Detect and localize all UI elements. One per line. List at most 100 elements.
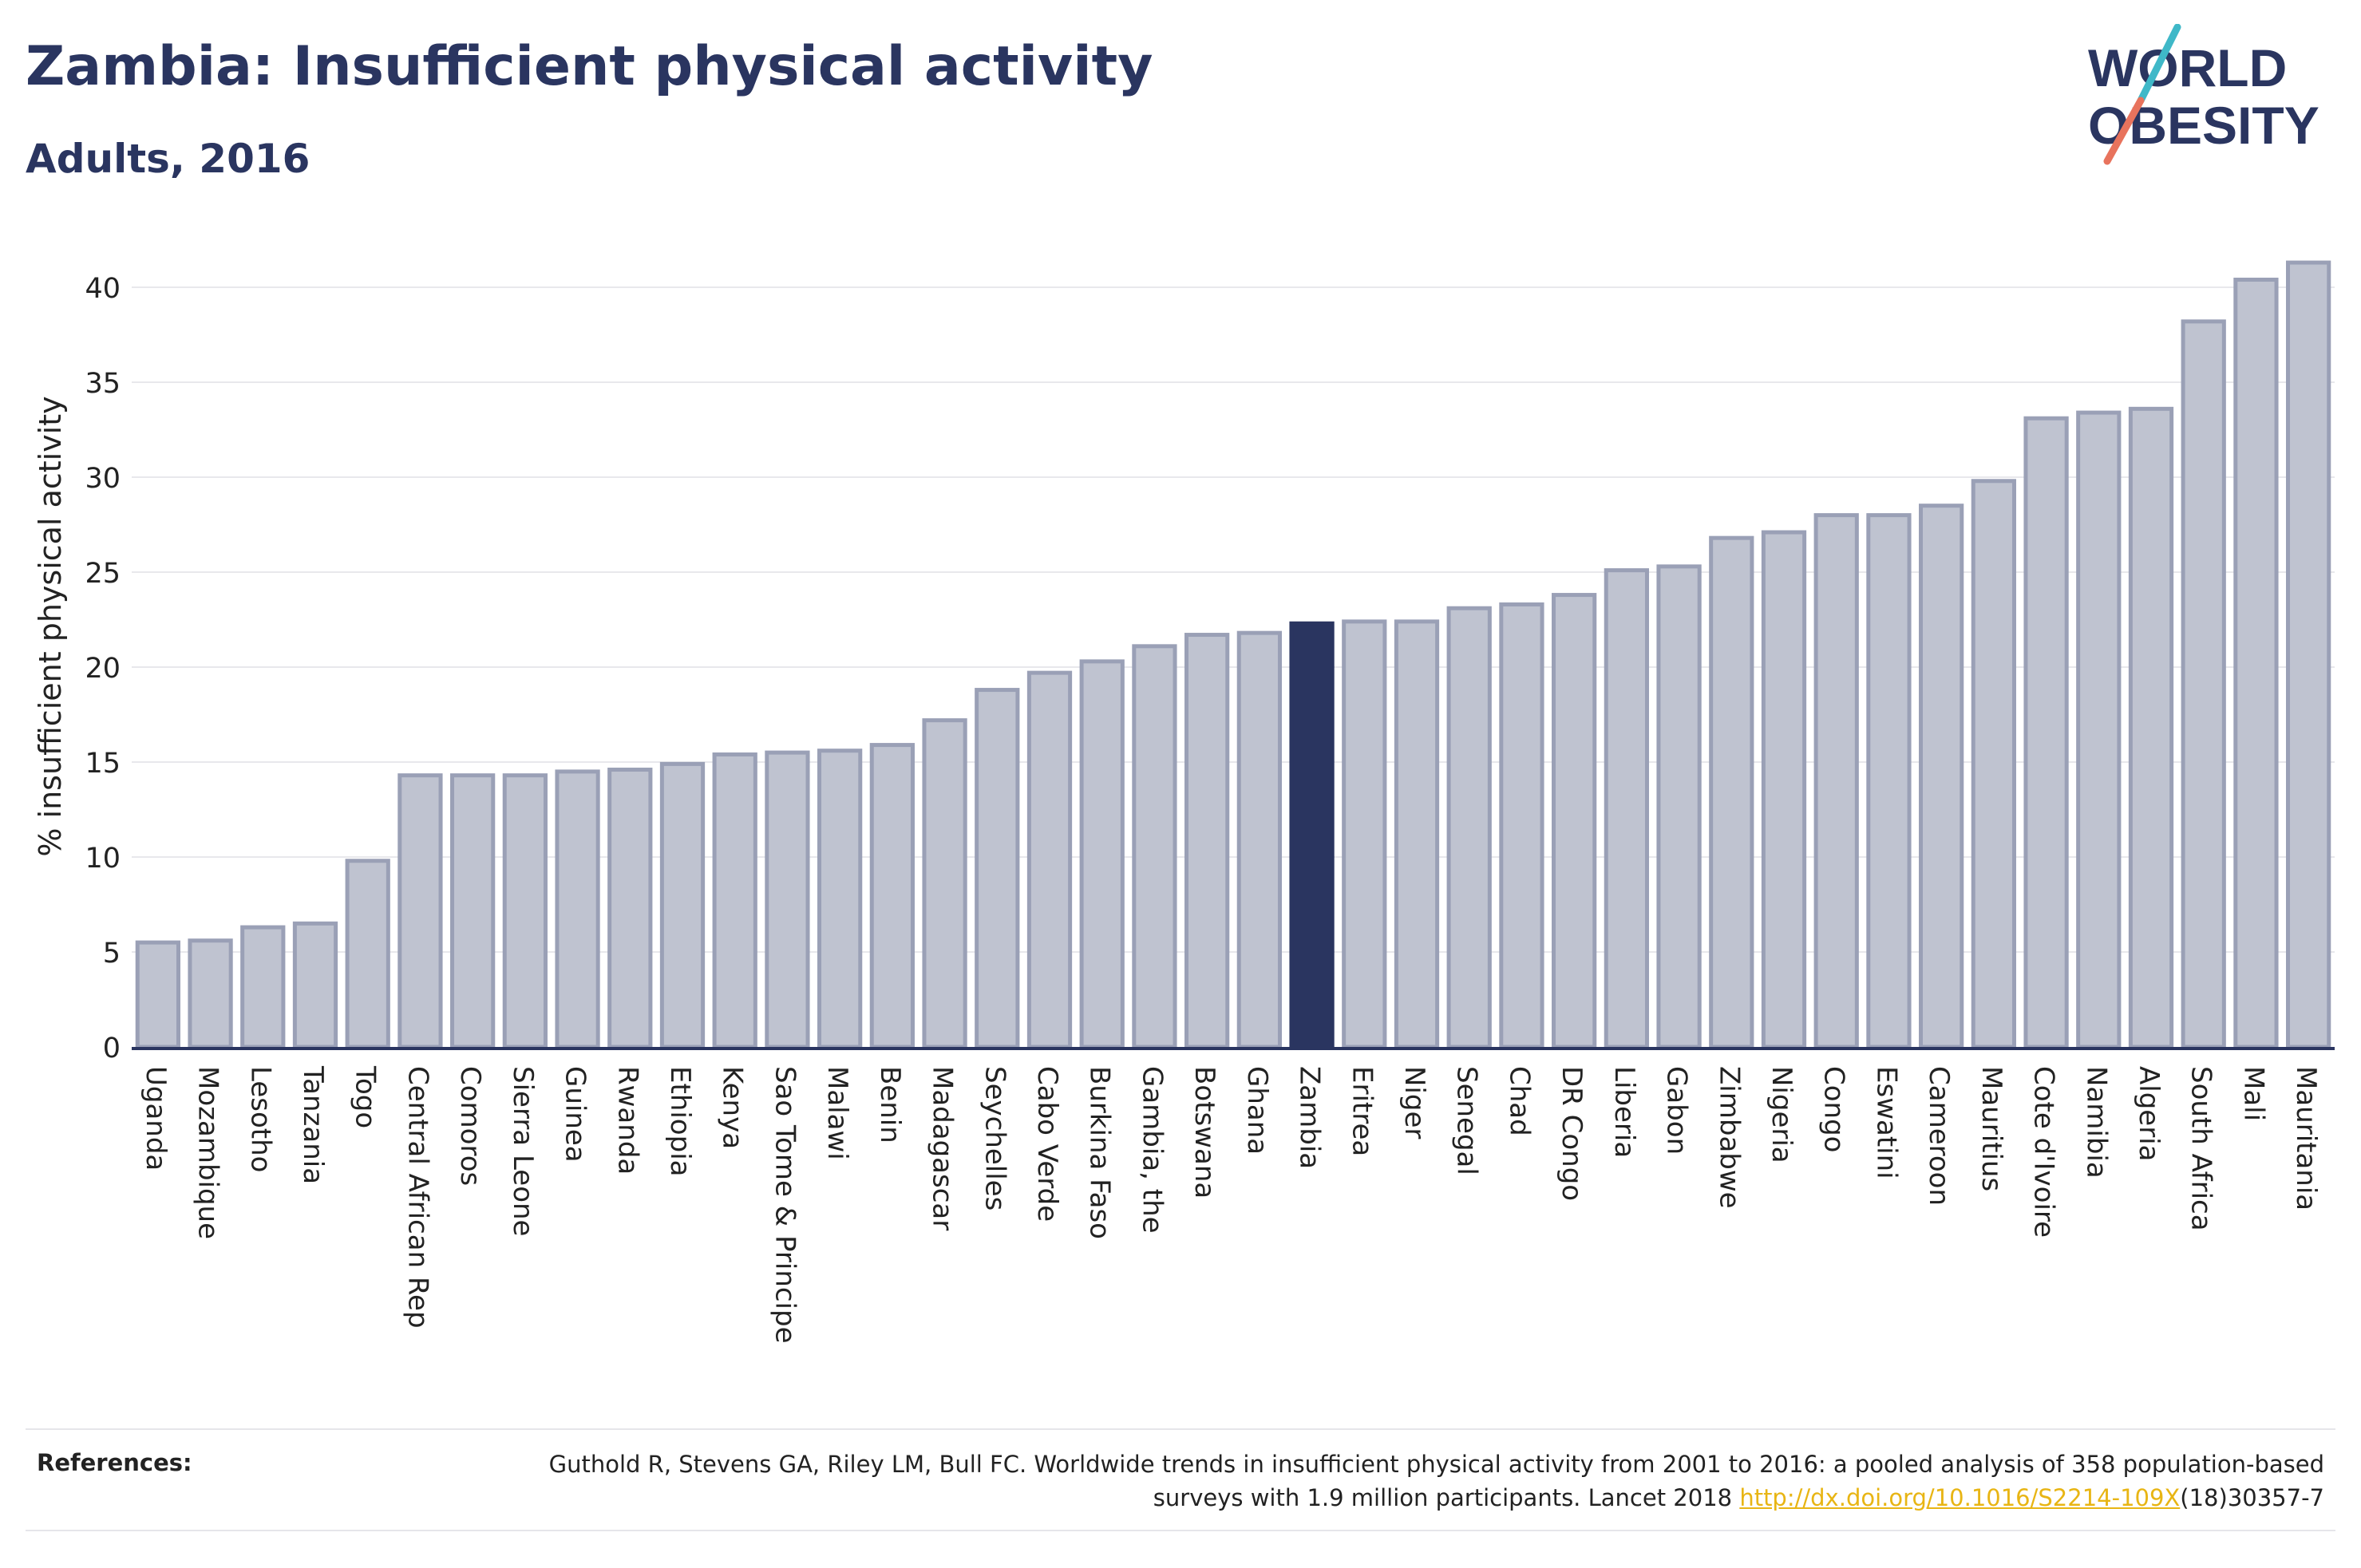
bar-dr-congo — [1552, 593, 1597, 1049]
y-axis-ticks: 0 5 10 15 20 25 30 35 40 — [85, 273, 121, 1064]
x-tick-label: Benin — [874, 1066, 906, 1143]
bar-chad — [1499, 602, 1544, 1049]
x-tick-label: Sao Tome & Principe — [769, 1066, 801, 1344]
x-tick-label: Namibia — [2080, 1066, 2112, 1179]
bar-uganda — [135, 940, 180, 1049]
y-tick-label: 10 — [85, 843, 121, 875]
x-tick-label: Cote d'Ivoire — [2028, 1066, 2060, 1238]
bar-benin — [869, 743, 915, 1049]
bar-mauritius — [1971, 479, 2016, 1049]
bar-senegal — [1446, 606, 1492, 1049]
bar-gabon — [1656, 564, 1702, 1049]
y-tick-label: 20 — [85, 653, 121, 685]
bar-botswana — [1184, 633, 1230, 1049]
bar-seychelles — [975, 688, 1020, 1049]
bar-mauritania — [2286, 260, 2331, 1049]
bar-cameroon — [1919, 504, 1964, 1049]
bar-malawi — [817, 748, 863, 1049]
bar-namibia — [2076, 410, 2122, 1049]
y-tick-label: 0 — [103, 1033, 121, 1064]
x-tick-label: Congo — [1818, 1066, 1850, 1152]
y-tick-label: 40 — [85, 273, 121, 305]
x-tick-label: Nigeria — [1766, 1066, 1797, 1163]
bar-madagascar — [922, 718, 967, 1049]
y-tick-label: 35 — [85, 368, 121, 400]
bar-ghana — [1236, 630, 1282, 1049]
references-label: References: — [37, 1449, 192, 1476]
x-tick-label: Eritrea — [1346, 1066, 1378, 1156]
bars — [135, 260, 2331, 1049]
x-tick-label: Mauritania — [2290, 1066, 2322, 1211]
x-tick-label: Cameroon — [1923, 1066, 1955, 1206]
y-tick-label: 5 — [103, 938, 121, 970]
bar-comoros — [450, 773, 496, 1049]
x-tick-label: Chad — [1503, 1066, 1535, 1136]
logo-line1: WORLD — [2088, 38, 2287, 97]
bar-guinea — [555, 769, 600, 1049]
bar-eritrea — [1342, 619, 1387, 1049]
x-tick-label: Uganda — [140, 1066, 172, 1171]
x-tick-label: Togo — [350, 1065, 382, 1128]
x-tick-label: Zimbabwe — [1713, 1066, 1745, 1209]
x-tick-label: DR Congo — [1556, 1066, 1588, 1201]
bar-cote-d-ivoire — [2023, 416, 2069, 1049]
x-tick-label: Comoros — [454, 1066, 486, 1186]
x-tick-label: Sierra Leone — [507, 1066, 539, 1236]
bar-sierra-leone — [502, 773, 548, 1049]
x-tick-label: Seychelles — [979, 1066, 1010, 1211]
bar-south-africa — [2181, 319, 2226, 1049]
bar-eswatini — [1866, 513, 1912, 1049]
bar-tanzania — [292, 921, 338, 1049]
page-subtitle: Adults, 2016 — [26, 136, 310, 182]
bar-zimbabwe — [1709, 535, 1754, 1049]
bar-ethiopia — [659, 761, 706, 1049]
y-axis-label: % insufficient physical activity — [33, 396, 68, 856]
bar-mozambique — [188, 938, 233, 1049]
references-text: Guthold R, Stevens GA, Riley LM, Bull FC… — [528, 1448, 2324, 1515]
y-tick-label: 30 — [85, 463, 121, 495]
y-tick-label: 25 — [85, 558, 121, 590]
x-tick-label: Botswana — [1188, 1066, 1220, 1199]
bar-mali — [2233, 277, 2279, 1049]
bar-lesotho — [240, 925, 286, 1049]
bar-burkina-faso — [1079, 659, 1125, 1049]
logo-slash-bottom — [2103, 97, 2145, 165]
x-tick-label: Liberia — [1608, 1066, 1640, 1158]
bar-central-african-rep — [397, 773, 443, 1049]
bar-congo — [1813, 513, 1859, 1049]
x-tick-label: Ethiopia — [664, 1066, 696, 1176]
x-axis-labels: Uganda Mozambique Lesotho Tanzania Togo Centr… — [140, 1065, 2322, 1344]
x-tick-label: Madagascar — [927, 1066, 959, 1230]
y-tick-label: 15 — [85, 748, 121, 780]
references-doi-link[interactable]: http://dx.doi.org/10.1016/S2214-109X — [1739, 1484, 2181, 1511]
bar-kenya — [712, 752, 757, 1049]
references-citation-tail: (18)30357-7 — [2180, 1484, 2324, 1511]
x-tick-label: Malawi — [821, 1066, 853, 1160]
x-tick-label: Eswatini — [1870, 1066, 1902, 1179]
bar-cabo-verde — [1026, 670, 1073, 1049]
x-tick-label: Kenya — [717, 1066, 749, 1149]
x-tick-label: Zambia — [1294, 1066, 1326, 1169]
x-tick-label: Guinea — [560, 1066, 591, 1163]
x-tick-label: Mali — [2237, 1066, 2269, 1121]
x-tick-label: Senegal — [1451, 1066, 1483, 1175]
bar-togo — [345, 859, 390, 1049]
x-tick-label: Ghana — [1241, 1066, 1273, 1155]
references-citation: Guthold R, Stevens GA, Riley LM, Bull FC… — [548, 1451, 2324, 1511]
x-tick-label: Lesotho — [244, 1066, 276, 1172]
x-tick-label: Gambia, the — [1136, 1066, 1168, 1234]
x-tick-label: Cabo Verde — [1031, 1066, 1063, 1222]
x-tick-label: Tanzania — [297, 1065, 329, 1184]
x-tick-label: Mozambique — [192, 1066, 224, 1239]
world-obesity-logo: WORLD OBESITY — [2088, 24, 2319, 165]
grid-lines — [132, 286, 2335, 953]
x-tick-label: Algeria — [2133, 1066, 2165, 1161]
x-tick-label: Gabon — [1661, 1066, 1693, 1155]
x-tick-label: Mauritius — [1975, 1066, 2007, 1191]
bar-zambia — [1289, 621, 1335, 1049]
x-tick-label: Central African Rep — [401, 1066, 433, 1329]
bar-rwanda — [607, 768, 653, 1049]
bar-niger — [1394, 619, 1440, 1049]
logo-slash-top — [2137, 24, 2181, 105]
